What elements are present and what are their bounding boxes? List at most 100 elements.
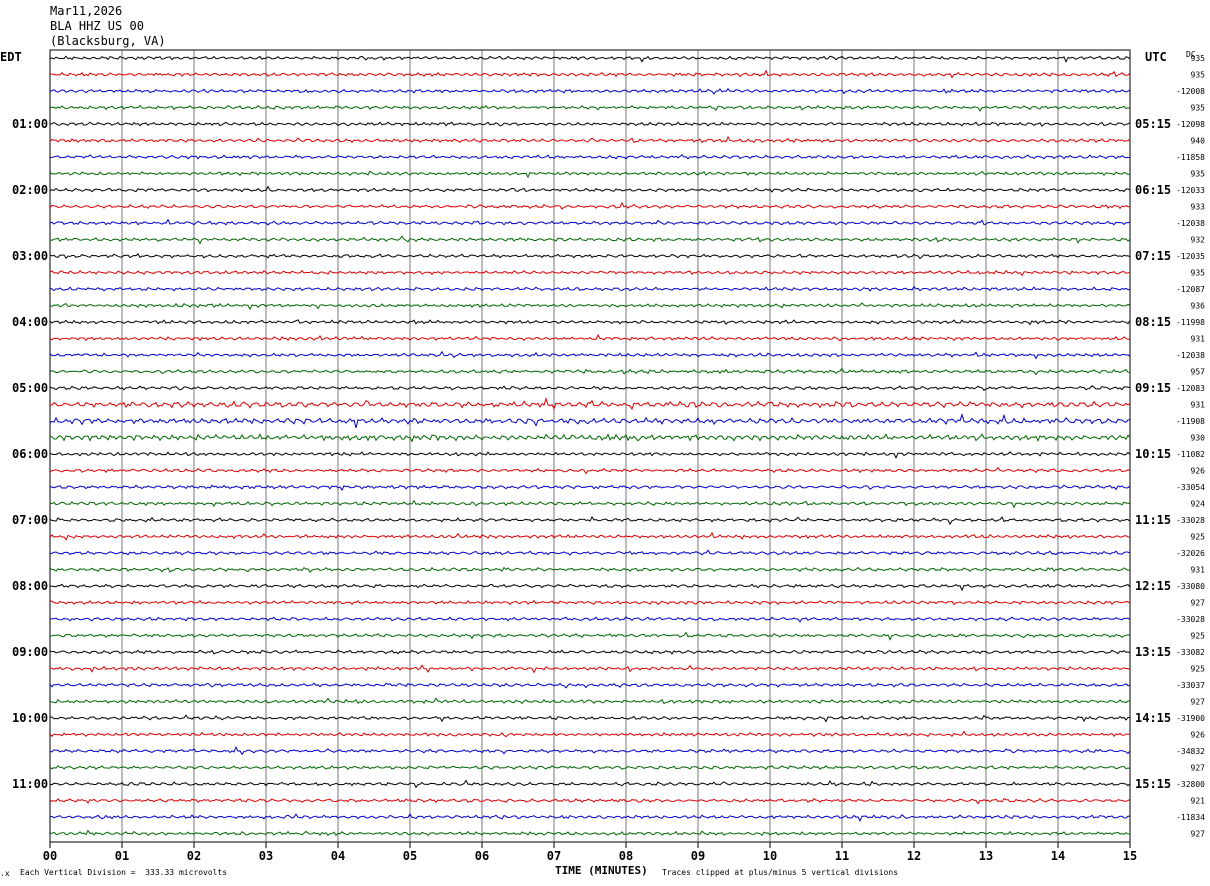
dc-value-label: 927 xyxy=(1191,599,1206,608)
x-tick-label: 02 xyxy=(187,849,201,863)
x-tick-label: 13 xyxy=(979,849,993,863)
trace-row xyxy=(49,69,1131,79)
dc-value-label: 927 xyxy=(1191,698,1206,707)
trace-row xyxy=(49,170,1131,179)
dc-value-label: 931 xyxy=(1191,335,1206,344)
left-hour-label: 01:00 xyxy=(12,117,48,131)
trace-row xyxy=(49,616,1131,623)
dc-value-label: 925 xyxy=(1191,533,1206,542)
right-hour-label: 06:15 xyxy=(1135,183,1171,197)
right-hour-label: 07:15 xyxy=(1135,249,1171,263)
trace-row xyxy=(49,121,1131,128)
left-hour-label: 02:00 xyxy=(12,183,48,197)
left-hour-label: 03:00 xyxy=(12,249,48,263)
x-tick-label: 03 xyxy=(259,849,273,863)
dc-value-label: 940 xyxy=(1191,137,1206,146)
dc-value-label: -11858 xyxy=(1176,153,1205,162)
dc-value-label: -12083 xyxy=(1176,384,1205,393)
trace-row xyxy=(49,531,1130,541)
trace-row xyxy=(49,466,1131,475)
left-hour-label: 09:00 xyxy=(12,645,48,659)
left-hour-label: 11:00 xyxy=(12,777,48,791)
trace-row xyxy=(49,813,1131,823)
vertical-division-note: Each Vertical Division = 333.33 microvol… xyxy=(20,868,228,877)
dc-value-label: 933 xyxy=(1191,203,1206,212)
trace-row xyxy=(49,499,1131,509)
dc-value-label: -11082 xyxy=(1176,450,1205,459)
trace-row xyxy=(49,549,1131,556)
trace-row xyxy=(49,367,1131,376)
dc-value-label: -12087 xyxy=(1176,285,1205,294)
right-hour-label: 08:15 xyxy=(1135,315,1171,329)
trace-row xyxy=(49,631,1131,641)
dc-value-label: -33028 xyxy=(1176,615,1205,624)
trace-row xyxy=(49,829,1131,837)
right-hour-label: 09:15 xyxy=(1135,381,1171,395)
dc-value-label: -11998 xyxy=(1176,318,1205,327)
x-tick-label: 04 xyxy=(331,849,345,863)
trace-row xyxy=(49,682,1131,689)
left-timezone-label: EDT xyxy=(0,50,22,64)
trace-row xyxy=(49,697,1131,705)
dc-value-label: 925 xyxy=(1191,665,1206,674)
trace-row xyxy=(49,235,1131,245)
dc-value-label: 926 xyxy=(1191,731,1206,740)
right-hour-label: 14:15 xyxy=(1135,711,1171,725)
trace-row xyxy=(49,764,1131,771)
trace-row xyxy=(49,350,1131,360)
dc-value-label: 935 xyxy=(1191,269,1206,278)
trace-row xyxy=(49,88,1131,95)
dc-value-label: 935 xyxy=(1191,104,1206,113)
trace-row xyxy=(49,55,1131,63)
station-label: BLA HHZ US 00 xyxy=(50,19,144,33)
trace-row xyxy=(49,285,1131,292)
left-hour-label: 07:00 xyxy=(12,513,48,527)
location-label: (Blacksburg, VA) xyxy=(50,34,166,48)
corner-mark: .x xyxy=(0,869,10,878)
dc-value-label: -12033 xyxy=(1176,186,1205,195)
trace-row xyxy=(49,714,1131,723)
x-tick-label: 10 xyxy=(763,849,777,863)
trace-row xyxy=(49,583,1131,592)
dc-value-label: -34832 xyxy=(1176,747,1205,756)
dc-value-label: 930 xyxy=(1191,434,1206,443)
trace-row xyxy=(49,385,1131,392)
right-hour-label: 13:15 xyxy=(1135,645,1171,659)
x-tick-label: 08 xyxy=(619,849,633,863)
trace-row xyxy=(49,218,1131,226)
x-tick-label: 09 xyxy=(691,849,705,863)
dc-value-label: -12038 xyxy=(1176,351,1205,360)
dc-value-label: -31900 xyxy=(1176,714,1205,723)
trace-row xyxy=(49,516,1131,526)
right-hour-label: 12:15 xyxy=(1135,579,1171,593)
trace-row xyxy=(49,185,1131,193)
right-hour-label: 05:15 xyxy=(1135,117,1171,131)
trace-row xyxy=(49,664,1131,674)
clip-note: Traces clipped at plus/minus 5 vertical … xyxy=(662,868,899,877)
x-tick-label: 06 xyxy=(475,849,489,863)
dc-value-label: 924 xyxy=(1191,500,1206,509)
right-hour-label: 10:15 xyxy=(1135,447,1171,461)
trace-row xyxy=(49,433,1131,443)
dc-value-label: 927 xyxy=(1191,764,1206,773)
trace-row xyxy=(49,797,1131,805)
right-timezone-label: UTC xyxy=(1145,50,1167,64)
dc-value-label: 925 xyxy=(1191,632,1206,641)
trace-row xyxy=(49,599,1131,606)
left-hour-label: 06:00 xyxy=(12,447,48,461)
x-tick-label: 01 xyxy=(115,849,129,863)
x-tick-label: 05 xyxy=(403,849,417,863)
trace-row xyxy=(49,413,1131,429)
x-tick-label: 15 xyxy=(1123,849,1137,863)
trace-row xyxy=(49,135,1131,144)
left-hour-label: 05:00 xyxy=(12,381,48,395)
x-tick-label: 14 xyxy=(1051,849,1065,863)
trace-row xyxy=(49,396,1131,411)
trace-row xyxy=(49,154,1131,160)
dc-value-label: -12098 xyxy=(1176,120,1205,129)
x-tick-label: 12 xyxy=(907,849,921,863)
trace-row xyxy=(49,484,1131,492)
plot-frame xyxy=(49,49,1131,843)
dc-value-label: -12008 xyxy=(1176,87,1205,96)
dc-value-label: -33028 xyxy=(1176,516,1205,525)
